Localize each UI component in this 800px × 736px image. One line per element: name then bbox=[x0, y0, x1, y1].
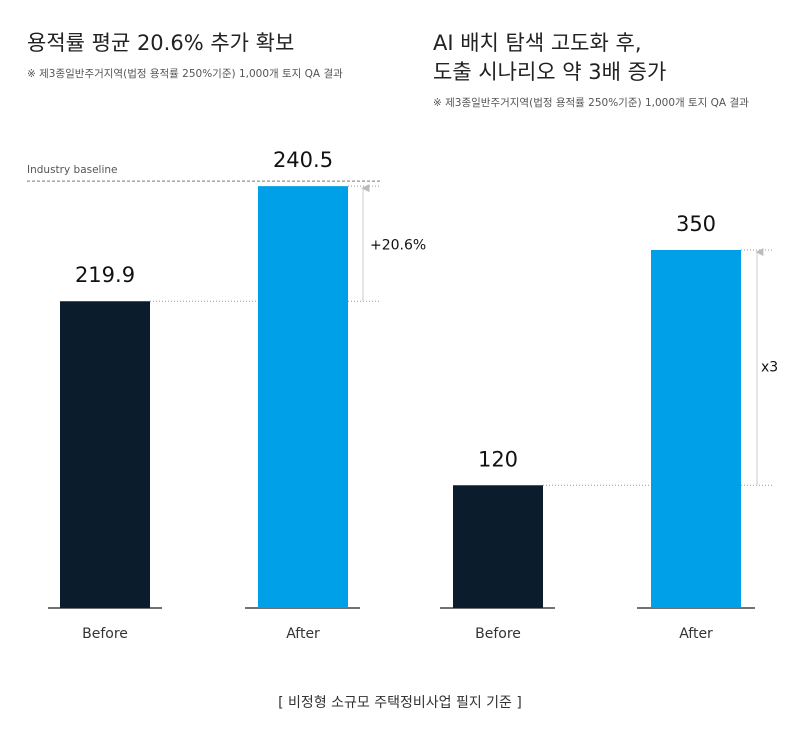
subtitle: ※ 제3종일반주거지역(법정 용적률 250%기준) 1,000개 토지 QA … bbox=[433, 96, 749, 109]
bar bbox=[258, 186, 348, 609]
subtitle: ※ 제3종일반주거지역(법정 용적률 250%기준) 1,000개 토지 QA … bbox=[27, 67, 343, 80]
change-label: x3 bbox=[761, 360, 778, 376]
bar bbox=[60, 301, 150, 608]
value-label: 240.5 bbox=[273, 148, 333, 172]
bar bbox=[651, 250, 741, 608]
value-label: 350 bbox=[676, 212, 716, 236]
value-label: 219.9 bbox=[75, 263, 135, 287]
chart-title: 도출 시나리오 약 3배 증가 bbox=[433, 60, 666, 84]
baseline-label: Industry baseline bbox=[27, 164, 118, 176]
value-label: 120 bbox=[478, 447, 518, 471]
chart-title: AI 배치 탐색 고도화 후, bbox=[433, 31, 642, 55]
x-tick-label: After bbox=[679, 626, 713, 642]
chart-title: 용적률 평균 20.6% 추가 확보 bbox=[27, 31, 294, 55]
x-tick-label: Before bbox=[82, 626, 128, 642]
change-label: +20.6% bbox=[370, 238, 426, 254]
x-tick-label: Before bbox=[475, 626, 521, 642]
footer: [ 비정형 소규모 주택정비사업 필지 기준 ] bbox=[278, 695, 522, 711]
bar bbox=[453, 485, 543, 608]
x-tick-label: After bbox=[286, 626, 320, 642]
